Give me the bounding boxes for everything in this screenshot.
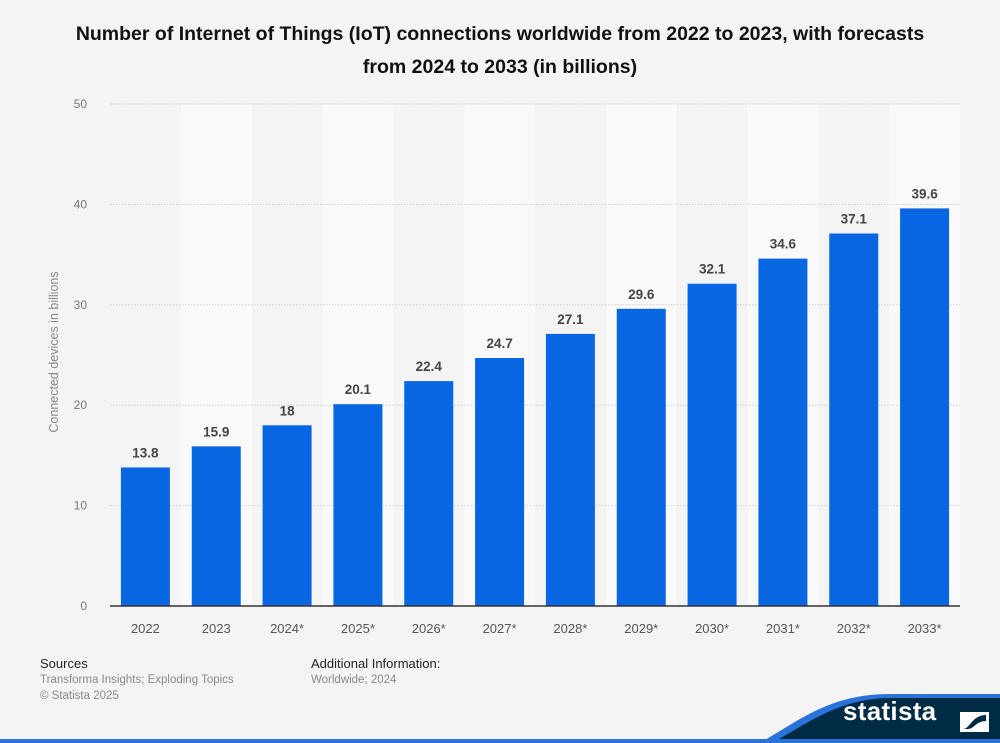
value-label: 39.6 [911,186,938,201]
y-axis-ticks: 0 10 20 30 40 50 [74,97,88,613]
statista-logo-text: statista [843,696,937,726]
bars [120,208,950,607]
x-tick-label: 2033* [908,621,942,636]
bar[interactable] [262,425,312,606]
bottom-accent-line [0,739,1000,743]
x-tick-label: 2028* [553,621,587,636]
x-tick-label: 2029* [624,621,658,636]
copyright-text: © Statista 2025 [40,690,119,702]
value-label: 32.1 [699,262,726,277]
bar[interactable] [829,233,879,607]
bar[interactable] [687,283,737,606]
x-tick-label: 2026* [412,621,446,636]
statista-icon [960,712,989,732]
x-tick-label: 2023 [202,621,231,636]
bar[interactable] [120,467,170,606]
value-labels: 13.8 15.9 18 20.1 22.4 24.7 27.1 29.6 32.1 34.6 37… [132,186,938,460]
x-tick-label: 2025* [341,621,375,636]
value-label: 34.6 [770,237,797,252]
value-label: 15.9 [203,424,229,439]
sources-heading: Sources [40,656,88,671]
bar[interactable] [758,258,808,606]
gridlines [110,103,960,507]
x-tick-label: 2031* [766,621,800,636]
sources-text[interactable]: Transforma Insights; Exploding Topics [40,674,234,686]
additional-info-text: Worldwide; 2024 [311,674,397,686]
y-tick-label: 50 [74,97,88,111]
y-tick-label: 0 [80,599,87,613]
bar[interactable] [545,333,595,606]
value-label: 24.7 [486,336,512,351]
x-axis-ticks: 2022 2023 2024* 2025* 2026* 2027* 2028* 2029* 20… [131,621,942,636]
bar[interactable] [404,381,454,606]
value-label: 18 [280,403,296,418]
y-tick-label: 20 [74,398,88,412]
bar-chart: 0 10 20 30 40 50 13.8 15.9 18 20.1 22.4 24.7 27.1 29… [74,97,960,636]
bar[interactable] [616,308,666,606]
value-label: 13.8 [132,445,159,460]
x-tick-label: 2027* [483,621,517,636]
y-tick-label: 10 [74,499,88,513]
bar[interactable] [333,404,383,606]
value-label: 22.4 [416,359,443,374]
x-tick-label: 2032* [837,621,871,636]
y-tick-label: 40 [74,197,88,211]
x-tick-label: 2022 [131,621,160,636]
additional-info-heading: Additional Information: [311,656,441,671]
y-axis-label: Connected devices in billions [47,271,61,433]
bar[interactable] [191,446,241,606]
y-tick-label: 30 [74,298,88,312]
value-label: 20.1 [345,382,372,397]
chart-title: Number of Internet of Things (IoT) conne… [75,23,925,78]
value-label: 27.1 [557,312,584,327]
x-tick-label: 2024* [270,621,304,636]
statista-logo-banner[interactable] [760,690,1000,743]
bar[interactable] [475,358,525,606]
value-label: 29.6 [628,287,655,302]
x-tick-label: 2030* [695,621,729,636]
value-label: 37.1 [841,212,868,227]
bar[interactable] [900,208,950,606]
